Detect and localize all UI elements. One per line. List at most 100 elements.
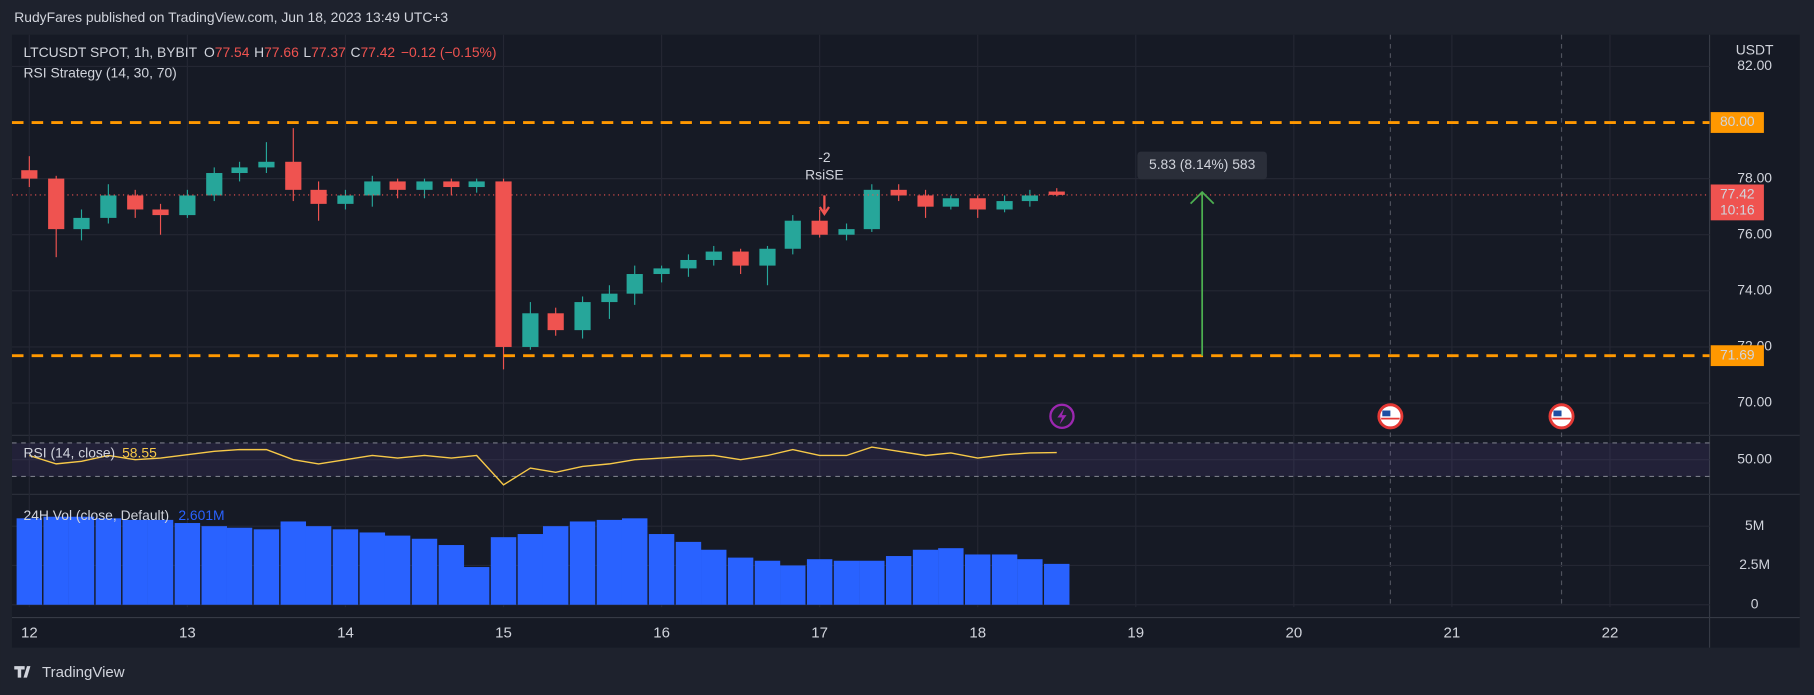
volume-bar — [95, 518, 122, 605]
rsi-title: RSI (14, close) — [24, 444, 116, 460]
candle-body — [942, 198, 959, 207]
volume-bar — [569, 521, 596, 605]
volume-bar — [1017, 559, 1043, 605]
rsi-line — [29, 446, 1057, 486]
axis-unit: USDT — [1736, 42, 1774, 58]
x-tick-label: 20 — [1285, 625, 1302, 642]
ohlc-value: 77.42 — [360, 44, 395, 60]
candle-body — [917, 195, 934, 207]
candle-body — [152, 209, 169, 216]
volume-bar — [754, 560, 781, 605]
candle-body — [522, 313, 539, 347]
candle-body — [364, 181, 381, 196]
volume-bar — [305, 526, 332, 605]
volume-bar — [332, 529, 359, 605]
volume-title: 24H Vol (close, Default) — [24, 506, 170, 522]
candle-body — [310, 189, 327, 204]
volume-bar — [359, 532, 386, 605]
change: −0.12 (−0.15%) — [401, 44, 497, 60]
candle-body — [1021, 195, 1038, 202]
x-tick-label: 16 — [653, 625, 670, 642]
candle-body — [468, 181, 485, 188]
volume-last: 2.601M — [178, 506, 224, 522]
volume-bar — [780, 565, 806, 605]
volume-bar — [938, 548, 964, 605]
plot-layer: 70.0072.0074.0076.0078.0082.0050.0002.5M… — [11, 34, 1772, 642]
ohlc-letter: O — [204, 44, 215, 60]
rsi-band — [11, 442, 1710, 477]
volume-bar — [991, 554, 1018, 605]
candle-body — [389, 181, 406, 190]
candle-body — [73, 217, 90, 230]
y-tick-label: 2.5M — [1739, 556, 1770, 572]
volume-bar — [463, 567, 490, 605]
volume-bar — [621, 518, 648, 605]
volume-bar — [280, 521, 307, 605]
level-label: 71.69 — [1720, 346, 1755, 362]
candle-body — [653, 268, 670, 275]
ohlc-letter: L — [303, 44, 311, 60]
y-tick-label: 76.00 — [1737, 225, 1772, 241]
volume-bar — [596, 519, 623, 605]
candle-body — [547, 313, 564, 331]
measure-box — [1137, 151, 1267, 180]
ohlc-value: 77.66 — [264, 44, 299, 60]
candle-body — [838, 229, 855, 235]
volume-bar — [542, 526, 569, 605]
volume-bar — [43, 516, 69, 605]
candle-body — [705, 251, 722, 260]
candle-body — [811, 220, 828, 235]
x-tick-label: 22 — [1602, 625, 1619, 642]
logo — [14, 666, 31, 678]
publisher: RudyFares published on TradingView.com, … — [14, 9, 448, 25]
candle-body — [258, 161, 275, 168]
flag-canton — [1382, 410, 1391, 417]
level-tag — [1710, 112, 1764, 133]
measure-label: 5.83 (8.14%) 583 — [1149, 156, 1256, 172]
x-tick-label: 15 — [495, 625, 512, 642]
candle-body — [127, 195, 144, 210]
last-price-tag — [1710, 184, 1764, 221]
last-price-label: 77.42 — [1720, 186, 1755, 202]
volume-bar — [147, 519, 174, 605]
volume-bar — [859, 560, 885, 605]
volume-bar — [833, 560, 860, 605]
volume-bar — [174, 523, 201, 605]
y-tick-label: 78.00 — [1737, 169, 1772, 185]
x-tick-label: 14 — [337, 625, 354, 642]
y-tick-label: 70.00 — [1737, 394, 1772, 410]
ohlc-letter: C — [350, 44, 360, 60]
volume-bar — [438, 545, 465, 605]
signal-label: RsiSE — [805, 166, 844, 182]
volume-bar — [411, 538, 438, 605]
y-tick-label: 5M — [1745, 517, 1764, 533]
candle-body — [1048, 191, 1065, 195]
volume-bar — [1044, 563, 1070, 605]
volume-bar — [253, 529, 280, 605]
ohlc-letter: H — [254, 44, 264, 60]
x-tick-label: 12 — [21, 625, 38, 642]
volume-bar — [806, 559, 833, 605]
candle-body — [680, 259, 697, 269]
rsi-legend: RSI (14, close) 58.55 — [24, 444, 158, 460]
volume-bar — [675, 541, 702, 605]
candle-body — [969, 198, 986, 210]
volume-bar — [122, 519, 148, 605]
volume-bar — [964, 554, 991, 605]
volume-bar — [490, 537, 517, 605]
signal-qty: -2 — [818, 149, 831, 165]
volume-bar — [226, 527, 253, 605]
candle-body — [996, 201, 1013, 210]
candle-body — [21, 170, 38, 179]
measure-arrowhead — [1189, 190, 1215, 205]
y-tick-label: 0 — [1751, 595, 1759, 611]
signal-arrow — [818, 195, 830, 217]
x-tick-label: 18 — [969, 625, 986, 642]
candle-body — [443, 181, 460, 188]
legend-ohlc: LTCUSDT SPOT, 1h, BYBIT O77.54 H77.66 L77.3… — [24, 44, 497, 60]
x-tick-label: 19 — [1127, 625, 1144, 642]
flag-canton — [1553, 410, 1562, 417]
strategy-label: RSI Strategy (14, 30, 70) — [24, 65, 177, 81]
